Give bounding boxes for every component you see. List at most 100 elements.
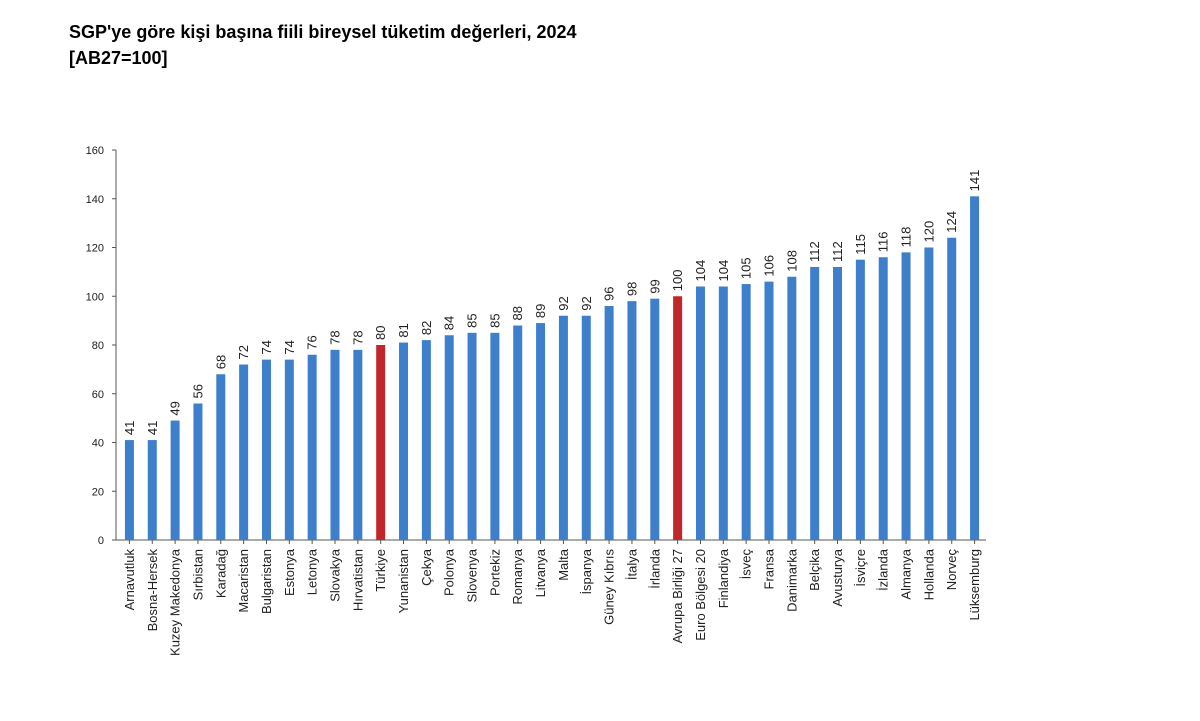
data-label: 141 (967, 170, 982, 192)
data-label: 99 (647, 279, 662, 293)
category-label: Slovakya (328, 548, 343, 602)
y-tick-label: 20 (92, 486, 104, 498)
bar (673, 296, 683, 540)
category-label: İzlanda (876, 548, 891, 591)
data-label: 84 (442, 316, 457, 330)
bar (467, 332, 477, 540)
category-label: Sırbistan (190, 549, 205, 600)
data-label: 100 (670, 270, 685, 292)
bar (399, 342, 409, 540)
category-label: İsveç (739, 549, 754, 580)
category-label: İsviçre (853, 549, 868, 587)
bar (695, 286, 705, 540)
data-label: 72 (236, 345, 251, 359)
bar (764, 281, 774, 540)
y-tick-label: 60 (92, 389, 104, 401)
category-label: Belçika (807, 548, 822, 591)
bar (284, 359, 294, 540)
data-label: 78 (328, 330, 343, 344)
category-label: Letonya (305, 548, 320, 595)
data-label: 41 (145, 421, 160, 435)
category-label: Bulgaristan (259, 549, 274, 614)
data-label: 82 (419, 321, 434, 335)
bar (147, 440, 157, 540)
bar (833, 267, 843, 540)
bar (741, 284, 751, 540)
category-label: Estonya (282, 548, 297, 596)
category-label: Macaristan (236, 549, 251, 613)
bar (376, 345, 386, 540)
bar (810, 267, 820, 540)
category-label: Kuzey Makedonya (168, 548, 183, 656)
bar (261, 359, 271, 540)
data-label: 104 (716, 260, 731, 282)
category-label: Malta (556, 548, 571, 581)
data-label: 74 (259, 340, 274, 354)
category-label: Polonya (442, 548, 457, 596)
category-label: Hırvatistan (350, 549, 365, 611)
category-label: Lüksemburg (967, 549, 982, 621)
data-label: 108 (784, 250, 799, 272)
bar (855, 259, 865, 540)
category-label: Avrupa Birliği 27 (670, 549, 685, 643)
data-label: 104 (693, 260, 708, 282)
bar (193, 403, 203, 540)
data-label: 88 (510, 306, 525, 320)
bar (307, 354, 317, 540)
data-label: 120 (921, 221, 936, 243)
category-label: Karadağ (213, 549, 228, 598)
bar (124, 440, 134, 540)
bar (421, 340, 431, 540)
data-label: 116 (876, 232, 891, 253)
category-label: Arnavutluk (122, 549, 137, 611)
category-label: Euro Bölgesi 20 (693, 549, 708, 641)
bar (787, 276, 797, 540)
category-label: İtalya (624, 548, 639, 580)
category-label: Slovenya (465, 548, 480, 602)
category-label: Türkiye (373, 549, 388, 592)
category-label: İspanya (579, 548, 594, 594)
category-label: Portekiz (487, 549, 502, 596)
bar (718, 286, 728, 540)
data-label: 89 (533, 304, 548, 318)
data-label: 96 (602, 287, 617, 301)
bar (536, 323, 546, 540)
data-label: 68 (213, 355, 228, 369)
bar (513, 325, 523, 540)
bar (604, 306, 614, 540)
data-label: 118 (899, 227, 914, 248)
data-label: 80 (373, 326, 388, 340)
category-label: Avusturya (830, 548, 845, 606)
data-label: 115 (853, 234, 868, 255)
data-label: 76 (305, 335, 320, 349)
data-label: 106 (762, 255, 777, 277)
bar (581, 315, 591, 540)
category-label: Çekya (419, 548, 434, 586)
data-label: 85 (487, 313, 502, 327)
data-label: 105 (739, 257, 754, 279)
data-label: 74 (282, 340, 297, 354)
bar (878, 257, 888, 540)
category-label: Norveç (944, 549, 959, 591)
category-label: Litvanya (533, 548, 548, 597)
category-label: Güney Kıbrıs (602, 549, 617, 625)
y-tick-label: 100 (86, 291, 104, 303)
y-tick-label: 160 (86, 145, 104, 157)
bar (650, 298, 660, 540)
y-tick-label: 140 (86, 194, 104, 206)
bar (970, 196, 980, 540)
bar (239, 364, 249, 540)
chart-subtitle: [AB27=100] (69, 48, 168, 68)
y-tick-label: 80 (92, 340, 104, 352)
data-label: 124 (944, 211, 959, 233)
data-label: 81 (396, 323, 411, 337)
category-label: Romanya (510, 548, 525, 604)
bar (558, 315, 568, 540)
data-label: 41 (122, 421, 137, 435)
data-label: 112 (807, 241, 822, 262)
data-label: 85 (465, 313, 480, 327)
category-label: Hollanda (921, 548, 936, 600)
data-label: 92 (579, 296, 594, 310)
category-label: Fransa (762, 548, 777, 589)
